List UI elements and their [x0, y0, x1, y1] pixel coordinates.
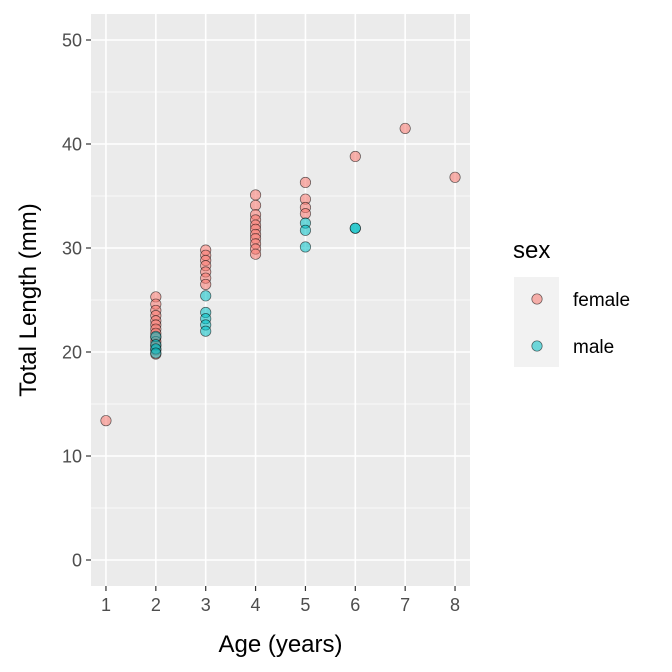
x-tick-label: 7	[400, 595, 410, 615]
data-point-male	[299, 224, 311, 236]
data-point-female	[250, 189, 262, 201]
y-axis-title: Total Length (mm)	[15, 203, 42, 396]
legend-key-male	[531, 340, 543, 352]
legend-label-female: female	[573, 290, 630, 311]
legend: sex female male	[513, 237, 630, 367]
y-axis: 0 10 20 30 40 50	[62, 31, 91, 571]
data-point-female	[299, 208, 311, 220]
data-point-female	[299, 176, 311, 189]
y-tick-label: 0	[72, 551, 82, 571]
data-point-male	[200, 325, 212, 337]
x-tick-label: 4	[251, 595, 261, 615]
legend-key-background	[514, 277, 559, 367]
legend-key-female	[531, 293, 543, 305]
data-point-female	[100, 415, 112, 427]
data-point-male	[299, 241, 311, 253]
data-points	[100, 122, 461, 427]
x-axis: 1 2 3 4 5 6 7 8	[101, 586, 460, 615]
x-tick-label: 3	[201, 595, 211, 615]
data-point-female	[449, 171, 461, 183]
data-point-female	[250, 248, 262, 260]
y-tick-label: 10	[62, 447, 82, 467]
data-point-male	[349, 222, 361, 234]
data-point-male	[200, 290, 212, 302]
legend-title: sex	[513, 237, 550, 264]
data-point-female	[349, 150, 361, 163]
x-tick-label: 8	[450, 595, 460, 615]
x-tick-label: 5	[300, 595, 310, 615]
x-tick-label: 6	[350, 595, 360, 615]
y-tick-label: 30	[62, 239, 82, 259]
x-axis-title: Age (years)	[218, 631, 342, 658]
y-tick-label: 40	[62, 135, 82, 155]
x-tick-label: 2	[151, 595, 161, 615]
x-tick-label: 1	[101, 595, 111, 615]
data-point-female	[399, 122, 411, 134]
data-point-female	[200, 278, 212, 290]
y-tick-label: 50	[62, 31, 82, 51]
legend-label-male: male	[573, 337, 614, 358]
data-point-male	[150, 347, 162, 359]
y-tick-label: 20	[62, 343, 82, 363]
data-point-female	[250, 199, 262, 211]
